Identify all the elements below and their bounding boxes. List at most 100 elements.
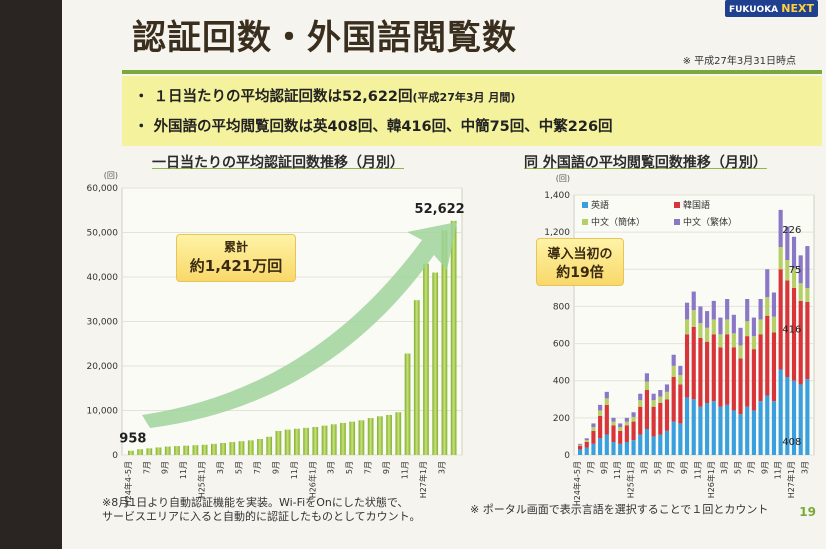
left-bar	[441, 230, 448, 455]
right-bar-segment	[725, 299, 730, 320]
left-x-tick-label: 7月	[364, 461, 373, 474]
right-bar-segment	[658, 403, 663, 435]
right-bar-segment	[691, 310, 696, 327]
right-x-tick-label: 9月	[760, 461, 769, 474]
right-bar-segment	[618, 430, 623, 444]
right-bar-segment	[611, 425, 616, 442]
left-bar	[128, 450, 134, 455]
right-bar-segment	[644, 390, 650, 429]
right-x-tick-label: 3月	[720, 461, 729, 474]
right-bar-segment	[598, 438, 603, 455]
right-bar-segment	[584, 440, 589, 442]
left-chart-title: 一日当たりの平均認証回数推移（月別）	[152, 155, 404, 171]
left-bar	[377, 416, 383, 455]
right-bar-segment	[798, 300, 803, 385]
left-bar	[192, 445, 199, 455]
right-bar-segment	[598, 404, 603, 411]
left-bar	[303, 427, 309, 455]
note-right: ※ ポータル画面で表示言語を選択することで１回とカウント	[470, 503, 769, 516]
left-bar	[294, 428, 300, 455]
page-title: 認証回数・外国語閲覧数	[132, 18, 517, 58]
left-bar	[164, 446, 171, 455]
left-data-label: 958	[119, 432, 146, 447]
right-bar-segment	[751, 410, 756, 455]
left-bar	[340, 422, 346, 455]
right-bar-segment	[664, 399, 670, 431]
right-data-label: 408	[782, 437, 801, 448]
right-bar-segment	[718, 347, 723, 407]
right-x-tick-label: 11月	[613, 461, 622, 479]
right-bar-segment	[798, 255, 803, 284]
right-bar-segment	[718, 406, 723, 455]
right-bar-segment	[671, 354, 676, 366]
legend-label: 韓国語	[683, 199, 710, 211]
right-bar-segment	[624, 421, 629, 426]
right-bar-segment	[658, 396, 663, 403]
left-x-tick-label: 3月	[216, 461, 225, 474]
right-bar-segment	[644, 373, 650, 382]
right-bar-segment	[578, 443, 583, 445]
right-bar-segment	[578, 449, 583, 455]
right-bar-segment	[805, 301, 810, 380]
legend-label: 英語	[591, 199, 609, 211]
right-bar-segment	[791, 287, 797, 381]
left-bar	[386, 414, 392, 455]
right-bar-segment	[805, 246, 810, 289]
right-bar-segment	[765, 315, 770, 396]
left-x-tick-label: H26年1月	[307, 461, 317, 498]
right-unit-label: (回)	[556, 174, 570, 183]
right-bar-segment	[798, 384, 803, 455]
right-bar-segment	[698, 306, 703, 324]
right-bar-segment	[598, 410, 603, 416]
left-x-tick-label: 5月	[345, 461, 354, 474]
legend-label: 中文（簡体）	[591, 216, 645, 228]
right-bar-segment	[591, 427, 596, 431]
right-bar-segment	[644, 429, 650, 455]
right-bar-segment	[745, 299, 750, 322]
legend-swatch	[674, 202, 680, 208]
slide: 認証回数・外国語閲覧数 FUKUOKA NEXT ※ 平成27年3月31日時点 …	[62, 0, 826, 549]
right-bar-segment	[678, 423, 683, 455]
legend-swatch	[582, 202, 588, 208]
left-bar	[137, 449, 143, 455]
right-bar-segment	[725, 404, 730, 455]
right-bar-segment	[778, 269, 783, 370]
right-bar-segment	[604, 404, 609, 435]
left-y-tick-label: 20,000	[87, 362, 119, 372]
right-bar-segment	[751, 317, 756, 337]
left-y-tick-label: 10,000	[87, 407, 119, 417]
right-x-tick-label: 3月	[800, 461, 809, 474]
right-bar-segment	[591, 423, 596, 428]
right-bar-segment	[698, 338, 703, 407]
right-bar-segment	[658, 434, 663, 455]
right-bar-segment	[578, 445, 583, 450]
right-bar-segment	[691, 291, 696, 311]
right-y-tick-label: 200	[553, 414, 570, 424]
right-bar-segment	[638, 400, 643, 407]
right-bar-segment	[691, 326, 696, 400]
left-bar	[413, 300, 420, 455]
right-bar-segment	[618, 443, 623, 455]
right-bar-segment	[631, 421, 636, 441]
legend-swatch	[674, 219, 680, 225]
right-x-tick-label: 7月	[747, 461, 756, 474]
left-y-tick-label: 40,000	[87, 273, 119, 283]
right-bar-segment	[611, 417, 616, 422]
left-y-tick-label: 30,000	[87, 318, 119, 328]
right-bar-segment	[638, 434, 643, 455]
right-bar-segment	[684, 302, 690, 320]
left-x-tick-label: 9月	[382, 461, 391, 474]
right-bar-segment	[604, 398, 609, 405]
right-bar-segment	[738, 414, 743, 455]
right-bar-segment	[738, 345, 743, 359]
right-x-tick-label: 11月	[693, 461, 702, 479]
right-bar-segment	[765, 269, 770, 298]
right-bar-segment	[765, 297, 770, 316]
left-x-tick-label: 11月	[401, 461, 410, 479]
right-bar-segment	[644, 381, 650, 390]
right-bar-segment	[678, 384, 683, 424]
left-x-tick-label: 3月	[327, 461, 336, 474]
right-data-label: 416	[782, 325, 801, 336]
right-x-tick-label: 7月	[586, 461, 595, 474]
right-bar-segment	[745, 406, 750, 455]
